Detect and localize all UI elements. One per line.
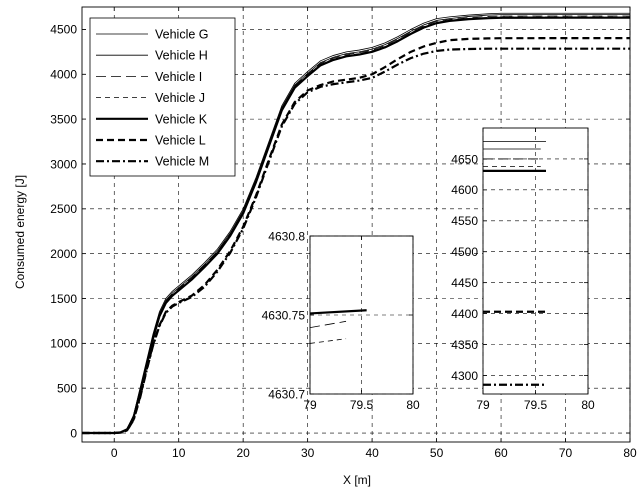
y-tick-label: 4600 (451, 183, 478, 197)
legend-box (89, 17, 236, 177)
y-tick-label: 4550 (451, 214, 478, 228)
series-line-vehicle-j (310, 338, 347, 344)
y-tick-label: 2000 (50, 247, 77, 261)
y-tick-label: 500 (57, 382, 77, 396)
y-tick-label: 4630.75 (262, 308, 306, 322)
inset-plot-zoom-all: 79 79.5 80 4300 4350 4400 4450 4500 4550 4600 4650 (451, 127, 595, 412)
x-tick-label: 20 (236, 446, 250, 460)
y-tick-label: 4350 (451, 338, 478, 352)
y-tick-label: 4500 (50, 23, 77, 37)
x-tick-label: 40 (365, 446, 379, 460)
x-tick-label: 79.5 (350, 398, 374, 412)
x-tick-label: 60 (494, 446, 508, 460)
inset-plot-zoom-k: 79 79.5 80 4630.7 4630.75 4630.8 (262, 229, 420, 412)
legend-label: Vehicle K (155, 112, 208, 126)
y-tick-label: 4500 (451, 245, 478, 259)
y-tick-label: 3000 (50, 157, 77, 171)
x-tick-label: 30 (301, 446, 315, 460)
series-line-vehicle-k (310, 309, 367, 315)
legend-label: Vehicle J (155, 91, 205, 105)
x-tick-label: 70 (559, 446, 573, 460)
x-axis-label: X [m] (343, 473, 371, 487)
x-tick-label: 80 (406, 398, 420, 412)
y-tick-label: 4630.8 (268, 229, 305, 243)
legend-label: Vehicle I (155, 70, 202, 84)
y-tick-label: 4630.7 (268, 387, 305, 401)
legend-label: Vehicle M (155, 155, 209, 169)
x-tick-label: 10 (172, 446, 186, 460)
y-axis-label-group: Consumed energy [J] (13, 175, 27, 289)
y-tick-label: 4450 (451, 276, 478, 290)
y-tick-label: 1500 (50, 292, 77, 306)
x-tick-label: 80 (581, 398, 595, 412)
y-axis-label: Consumed energy [J] (13, 175, 27, 289)
x-tick-label: 79 (476, 398, 490, 412)
plot-frame (309, 235, 414, 395)
series-line-vehicle-i (310, 320, 347, 329)
plot-frame (482, 127, 589, 395)
y-tick-label: 1000 (50, 337, 77, 351)
x-tick-label: 79 (303, 398, 317, 412)
plot-frame (81, 6, 631, 443)
legend: Vehicle G Vehicle H Vehicle I Vehicle J Vehi… (89, 17, 236, 177)
y-tick-label: 4000 (50, 68, 77, 82)
series-line-vehicle-m (82, 47, 630, 435)
plot-background (483, 128, 588, 394)
y-tick-label: 3500 (50, 112, 77, 126)
legend-label: Vehicle L (155, 134, 206, 148)
y-tick-label: 2500 (50, 202, 77, 216)
series-line-vehicle-k (82, 16, 630, 435)
legend-label: Vehicle H (155, 49, 208, 63)
x-tick-label: 80 (623, 446, 637, 460)
legend-label: Vehicle G (155, 28, 209, 42)
y-tick-label: 4400 (451, 307, 478, 321)
x-tick-label: 50 (430, 446, 444, 460)
x-tick-label: 0 (111, 446, 118, 460)
x-tick-label: 79.5 (524, 398, 548, 412)
y-tick-label: 0 (70, 426, 77, 440)
y-tick-label: 4300 (451, 369, 478, 383)
y-tick-label: 4650 (451, 152, 478, 166)
